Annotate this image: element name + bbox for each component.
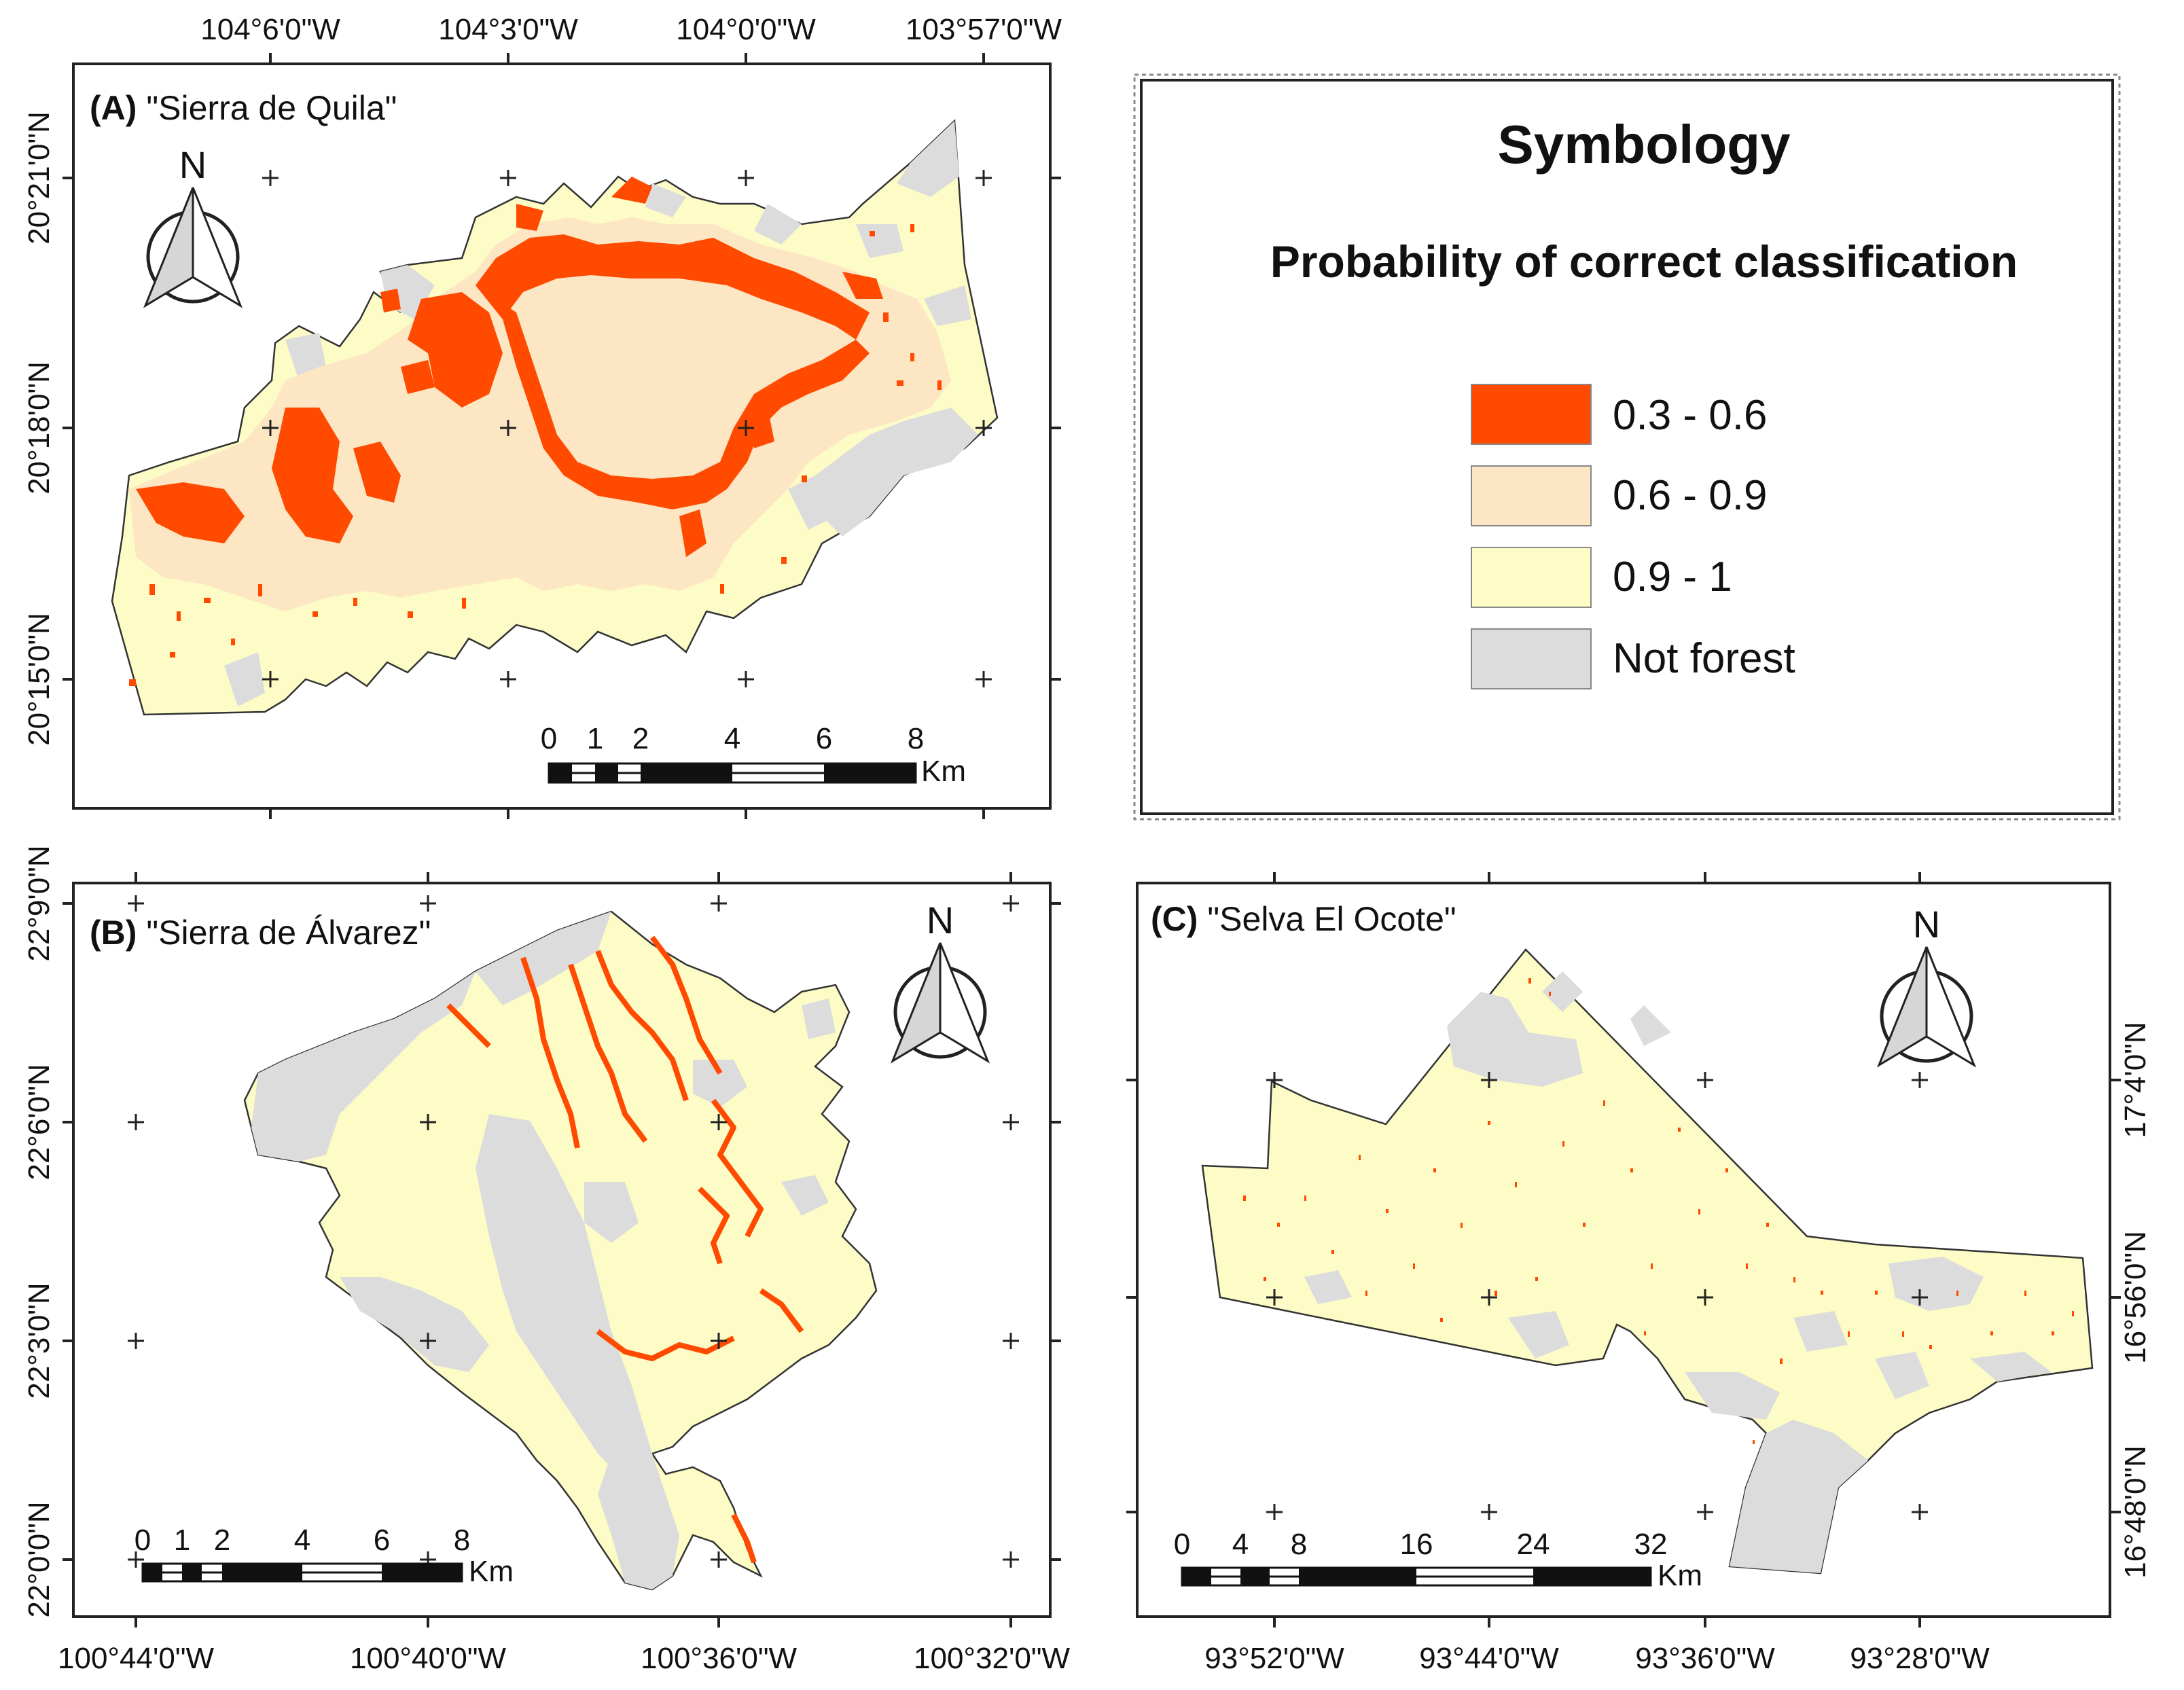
legend-swatch-3 <box>1471 628 1592 689</box>
panel-c-scale-tick-0: 0 <box>1174 1528 1190 1561</box>
legend-frame <box>1140 79 2114 815</box>
panel-b-scale-tick-5: 8 <box>454 1524 470 1557</box>
panel-a-left-tick-1: 20°18'0"N <box>22 361 56 495</box>
panel-a: (A) "Sierra de Quila" N 0 1 2 4 6 8 Km 10… <box>22 13 1062 819</box>
panel-a-scale-unit: Km <box>921 755 966 788</box>
panel-c-area-boundary <box>1201 948 2094 1575</box>
panel-a-grid-crosses <box>262 170 992 687</box>
panel-b-tickmarks <box>62 872 1061 1628</box>
panel-a-top-tick-2: 104°0'0"W <box>676 13 816 46</box>
panel-c-right-tick-1: 16°56'0"N <box>2119 1231 2152 1364</box>
panel-a-tickmarks <box>62 53 1061 819</box>
legend-outer-border <box>1133 73 2121 821</box>
panel-c-name: "Selva El Ocote" <box>1207 900 1456 938</box>
panel-c-scale-unit: Km <box>1658 1559 1702 1592</box>
panel-a-name: "Sierra de Quila" <box>146 89 397 127</box>
panel-a-scale-bar: 0 1 2 4 6 8 Km <box>541 722 966 788</box>
panel-c-scale-tick-4: 24 <box>1517 1528 1550 1561</box>
panel-b-bottom-tick-2: 100°36'0"W <box>641 1642 797 1675</box>
panel-b-grid-crosses <box>128 895 1019 1568</box>
panel-c-bottom-tick-1: 93°44'0"W <box>1419 1642 1559 1675</box>
legend-swatch-2 <box>1471 547 1592 608</box>
panel-b-name: "Sierra de Álvarez" <box>146 914 431 952</box>
panel-c: (C) "Selva El Ocote" N 0 4 8 16 24 32 Km … <box>1126 872 2152 1675</box>
panel-a-left-tick-0: 20°21'0"N <box>22 111 56 245</box>
panel-a-not-forest <box>224 121 978 706</box>
panel-a-scale-tick-1: 1 <box>587 722 603 755</box>
panel-b-title: (B) "Sierra de Álvarez" <box>90 914 431 952</box>
panel-b-bottom-tick-3: 100°32'0"W <box>914 1642 1070 1675</box>
panel-b-map <box>243 910 878 1591</box>
legend-label-1: 0.6 - 0.9 <box>1613 472 1767 519</box>
panel-c-right-tick-0: 17°4'0"N <box>2119 1022 2152 1138</box>
legend-title: Symbology <box>1497 114 1791 175</box>
panel-c-not-forest <box>1304 971 2052 1573</box>
panel-a-scale-tick-3: 4 <box>724 722 740 755</box>
panel-b-scale-tick-3: 4 <box>294 1524 310 1557</box>
panel-c-specks <box>1243 978 2074 1444</box>
panel-a-top-tick-0: 104°6'0"W <box>200 13 340 46</box>
legend-swatch-1 <box>1471 465 1592 526</box>
panel-c-scale-tick-1: 4 <box>1232 1528 1249 1561</box>
panel-c-scale-tick-5: 32 <box>1634 1528 1668 1561</box>
panel-a-scale-tick-2: 2 <box>632 722 649 755</box>
panel-a-scale-tick-4: 6 <box>816 722 832 755</box>
panel-c-map <box>1201 948 2094 1575</box>
panel-c-right-tick-2: 16°48'0"N <box>2119 1445 2152 1579</box>
panel-c-scale-tick-2: 8 <box>1291 1528 1307 1561</box>
panel-a-scale-tick-0: 0 <box>541 722 557 755</box>
panel-a-specks <box>129 224 942 686</box>
panel-b-scale-tick-0: 0 <box>135 1524 151 1557</box>
legend-label-3: Not forest <box>1613 635 1795 682</box>
panel-b-bottom-tick-0: 100°44'0"W <box>58 1642 214 1675</box>
panel-c-tickmarks <box>1126 872 2121 1628</box>
panel-a-north-arrow: N <box>143 143 243 308</box>
legend-label-2: 0.9 - 1 <box>1613 554 1732 600</box>
panel-b-north-label: N <box>927 899 954 941</box>
panel-c-north-arrow: N <box>1876 903 1977 1068</box>
panel-b-left-tick-2: 22°3'0"N <box>22 1282 56 1399</box>
panel-a-north-label: N <box>179 143 207 186</box>
panel-b-left-tick-0: 22°9'0"N <box>22 845 56 961</box>
legend-subtitle: Probability of correct classification <box>1270 236 2018 287</box>
panel-c-grid-crosses <box>1266 1072 1928 1520</box>
panel-b-scale-unit: Km <box>469 1555 514 1588</box>
panel-a-map <box>111 119 999 716</box>
panel-b-scale-tick-1: 1 <box>174 1524 190 1557</box>
panel-a-top-tick-1: 104°3'0"W <box>438 13 578 46</box>
panel-b-scale-tick-2: 2 <box>214 1524 230 1557</box>
panel-c-bottom-tick-2: 93°36'0"W <box>1635 1642 1775 1675</box>
panel-a-left-tick-2: 20°15'0"N <box>22 613 56 746</box>
legend-label-0: 0.3 - 0.6 <box>1613 392 1767 439</box>
panel-c-scale-tick-3: 16 <box>1400 1528 1433 1561</box>
panel-b-north-arrow: N <box>890 899 990 1064</box>
panel-b-bottom-tick-1: 100°40'0"W <box>350 1642 506 1675</box>
panel-b-left-tick-1: 22°6'0"N <box>22 1064 56 1180</box>
legend-panel: Symbology Probability of correct classif… <box>1133 73 2121 821</box>
panel-a-class-0.3-0.6 <box>136 177 883 557</box>
panel-b-left-tick-3: 22°0'0"N <box>22 1501 56 1617</box>
panel-b-scale-tick-4: 6 <box>374 1524 390 1557</box>
panel-c-bottom-tick-0: 93°52'0"W <box>1204 1642 1344 1675</box>
panel-a-top-tick-3: 103°57'0"W <box>906 13 1062 46</box>
panel-b-scale-bar: 0 1 2 4 6 8 Km <box>135 1524 514 1588</box>
panel-b: (B) "Sierra de Álvarez" N 0 1 2 4 6 <box>22 845 1070 1675</box>
panel-a-scale-tick-5: 8 <box>908 722 924 755</box>
legend-swatch-0 <box>1471 384 1592 445</box>
panel-b-class-0.3-0.6 <box>446 935 804 1564</box>
panel-c-north-label: N <box>1913 903 1940 946</box>
panel-c-title: (C) "Selva El Ocote" <box>1151 900 1456 938</box>
panel-c-bottom-tick-3: 93°28'0"W <box>1850 1642 1990 1675</box>
panel-a-tag: (A) <box>90 89 137 127</box>
panel-a-title: (A) "Sierra de Quila" <box>90 89 397 127</box>
panel-c-tag: (C) <box>1151 900 1198 938</box>
panel-b-tag: (B) <box>90 914 137 952</box>
panel-c-scale-bar: 0 4 8 16 24 32 Km <box>1174 1528 1702 1592</box>
panel-b-not-forest <box>251 912 836 1589</box>
